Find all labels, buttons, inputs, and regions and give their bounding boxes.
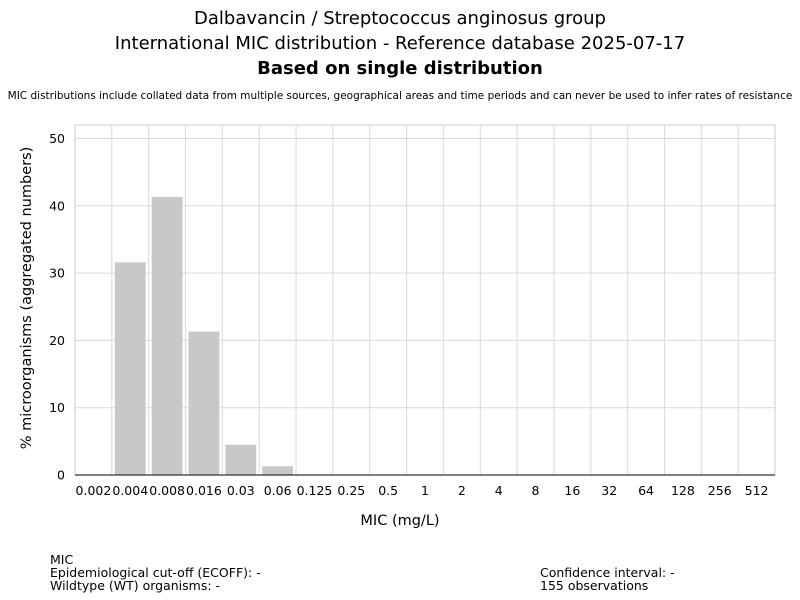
x-tick-label: 2 [458,483,466,498]
footer-left: MIC Epidemiological cut-off (ECOFF): - W… [50,553,261,592]
x-tick-label: 0.03 [227,483,255,498]
x-tick-label: 512 [745,483,769,498]
footer-right: Confidence interval: - 155 observations [540,566,675,592]
footer-mic-label: MIC [50,552,74,567]
bar-0.016 [188,331,220,475]
x-tick-label: 4 [495,483,503,498]
x-tick-label: 1 [421,483,429,498]
y-tick-label: 0 [57,468,65,483]
x-axis-label: MIC (mg/L) [360,513,439,529]
x-tick-label: 0.002 [76,483,112,498]
chart-title-line-3: Based on single distribution [257,58,543,79]
x-tick-label: 256 [708,483,732,498]
x-tick-label: 0.06 [264,483,292,498]
y-tick-label: 10 [49,400,65,415]
chart-title-line-2: International MIC distribution - Referen… [114,33,686,54]
y-tick-label: 20 [49,333,65,348]
footer-wildtype: Wildtype (WT) organisms: - [50,578,221,593]
x-tick-label: 128 [671,483,695,498]
footer-confidence-interval: Confidence interval: - [540,565,675,580]
grid [74,124,776,476]
y-tick-label: 40 [49,198,65,213]
bar-0.008 [151,197,183,475]
axes: 0 10 20 30 40 50 0.002 0.004 0.008 0.016 0.03 0.06 0… [49,131,775,498]
x-tick-label: 64 [638,483,654,498]
y-tick-label: 50 [49,131,65,146]
x-tick-label: 0.016 [186,483,222,498]
bar-0.03 [225,444,257,475]
bars [114,197,294,475]
x-tick-label: 32 [601,483,617,498]
x-tick-label: 0.25 [337,483,365,498]
chart-title-line-1: Dalbavancin / Streptococcus anginosus gr… [194,8,606,29]
bar-0.06 [262,466,294,475]
footer-observations: 155 observations [540,578,649,593]
x-tick-label: 16 [564,483,580,498]
y-tick-label: 30 [49,266,65,281]
x-tick-label: 0.125 [297,483,333,498]
x-tick-label: 0.004 [112,483,148,498]
bar-0.004 [114,262,146,475]
y-axis-label: % microorganisms (aggregated numbers) [19,147,35,450]
footer-ecoff: Epidemiological cut-off (ECOFF): - [50,565,261,580]
x-tick-label: 8 [532,483,540,498]
chart-subtitle: MIC distributions include collated data … [7,90,793,102]
x-tick-label: 0.008 [149,483,185,498]
x-tick-label: 0.5 [378,483,398,498]
